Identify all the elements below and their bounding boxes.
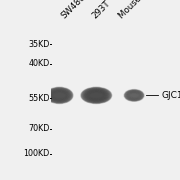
Ellipse shape: [49, 90, 70, 101]
Text: 55KD: 55KD: [28, 94, 50, 103]
Text: SW480: SW480: [59, 0, 87, 21]
Ellipse shape: [47, 88, 72, 103]
Ellipse shape: [87, 91, 106, 100]
Ellipse shape: [128, 92, 140, 99]
Ellipse shape: [85, 90, 108, 101]
Ellipse shape: [124, 89, 144, 101]
Ellipse shape: [46, 87, 73, 104]
Ellipse shape: [83, 88, 110, 102]
Ellipse shape: [48, 89, 71, 102]
Ellipse shape: [126, 91, 142, 100]
Text: 70KD: 70KD: [28, 124, 50, 133]
Ellipse shape: [125, 90, 143, 100]
Text: 100KD: 100KD: [23, 149, 50, 158]
Ellipse shape: [127, 91, 142, 100]
Text: 293T: 293T: [90, 0, 112, 21]
Ellipse shape: [48, 88, 71, 102]
Text: 35KD: 35KD: [28, 40, 50, 49]
Text: GJC1: GJC1: [161, 91, 180, 100]
Ellipse shape: [84, 89, 109, 102]
Ellipse shape: [51, 91, 68, 100]
Ellipse shape: [86, 90, 107, 101]
Ellipse shape: [125, 90, 143, 101]
Ellipse shape: [127, 92, 141, 99]
Ellipse shape: [82, 88, 111, 103]
Ellipse shape: [81, 87, 112, 104]
Ellipse shape: [50, 90, 69, 101]
Text: 40KD: 40KD: [28, 59, 50, 68]
Text: Mouse heart: Mouse heart: [117, 0, 161, 21]
